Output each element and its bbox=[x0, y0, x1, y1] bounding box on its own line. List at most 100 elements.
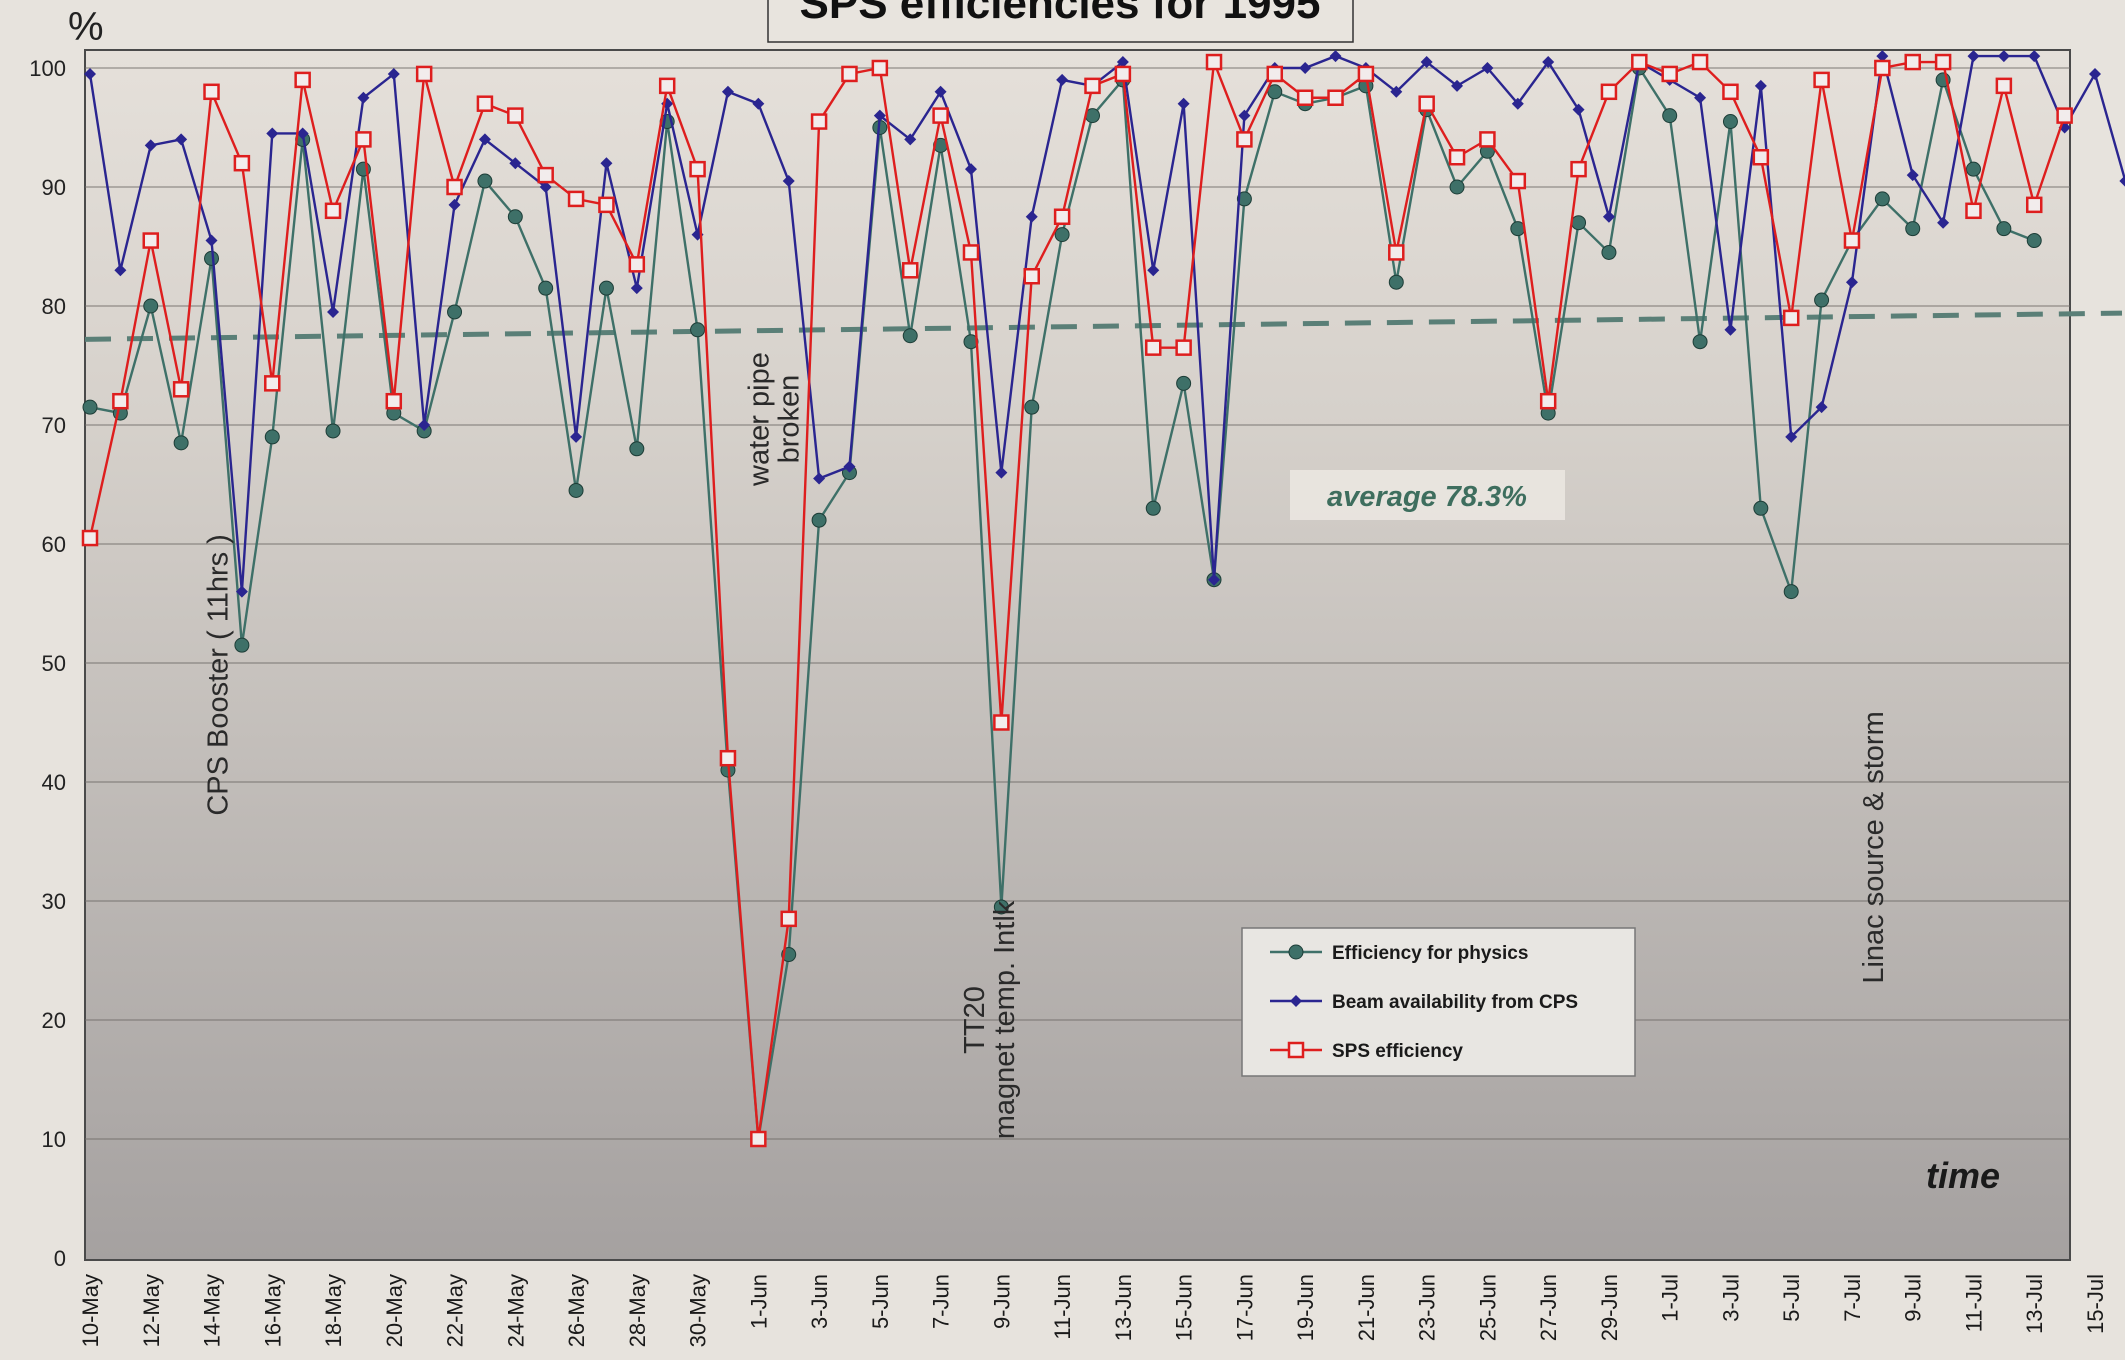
annotation: TT20magnet temp. Intlk bbox=[959, 900, 1021, 1139]
x-tick-label: 3-Jul bbox=[1718, 1274, 1743, 1322]
data-point bbox=[1176, 375, 1192, 391]
x-tick-label: 28-May bbox=[625, 1274, 650, 1347]
x-tick-label: 23-Jun bbox=[1415, 1274, 1440, 1341]
data-point bbox=[1813, 71, 1830, 89]
y-tick-label: 80 bbox=[42, 294, 66, 319]
data-point bbox=[780, 910, 797, 928]
x-tick-label: 15-Jun bbox=[1172, 1274, 1197, 1341]
data-point bbox=[1904, 53, 1921, 71]
data-point bbox=[2026, 233, 2042, 249]
data-point bbox=[1147, 264, 1160, 277]
data-point bbox=[1571, 215, 1587, 231]
data-point bbox=[1753, 500, 1769, 516]
y-tick-label: 30 bbox=[42, 889, 66, 914]
x-tick-label: 9-Jul bbox=[1901, 1274, 1926, 1322]
annotation-line: water pipe bbox=[744, 352, 776, 487]
legend: Efficiency for physics Beam availability … bbox=[1241, 927, 1636, 1077]
data-point bbox=[507, 107, 524, 124]
x-tick-label: 1-Jun bbox=[746, 1274, 771, 1329]
annotations: CPS Booster ( 11hrs ) water pipebroken TT2… bbox=[203, 352, 1891, 1139]
data-point bbox=[1782, 309, 1800, 327]
data-point bbox=[235, 585, 248, 598]
data-point bbox=[934, 85, 947, 98]
data-point bbox=[932, 107, 949, 124]
x-tick-label: 16-May bbox=[260, 1274, 285, 1347]
data-point bbox=[1205, 53, 1223, 71]
y-tick-label: 10 bbox=[42, 1127, 66, 1152]
data-point bbox=[964, 163, 977, 176]
data-point bbox=[266, 127, 279, 140]
x-tick-label: 18-May bbox=[321, 1274, 346, 1347]
data-point bbox=[1691, 53, 1709, 71]
y-tick-label: 0 bbox=[54, 1246, 66, 1271]
data-point bbox=[1722, 114, 1738, 130]
data-point bbox=[477, 173, 493, 189]
data-point bbox=[1288, 944, 1304, 960]
data-point bbox=[1388, 274, 1404, 290]
data-point bbox=[1997, 50, 2010, 63]
data-point bbox=[1509, 172, 1527, 190]
data-point bbox=[1420, 56, 1433, 69]
data-point bbox=[600, 157, 613, 170]
x-tick-label: 20-May bbox=[382, 1274, 407, 1347]
data-point bbox=[1208, 573, 1221, 586]
data-point bbox=[1024, 399, 1040, 415]
data-point bbox=[1177, 97, 1190, 110]
data-point bbox=[1056, 73, 1069, 86]
data-point bbox=[143, 298, 159, 314]
data-point bbox=[385, 392, 403, 410]
data-point bbox=[537, 166, 554, 184]
data-point bbox=[628, 256, 646, 273]
annotation: Linac source & storm bbox=[1858, 711, 1890, 983]
x-tick-label: 13-Jun bbox=[1111, 1274, 1136, 1341]
data-point bbox=[114, 264, 127, 277]
data-point bbox=[294, 71, 311, 89]
data-point bbox=[1967, 50, 1980, 63]
data-point bbox=[1481, 62, 1494, 74]
data-point bbox=[1602, 210, 1615, 223]
legend-label: Beam availability from CPS bbox=[1332, 992, 1578, 1013]
data-point bbox=[1874, 59, 1891, 77]
annotation-line: Linac source & storm bbox=[1858, 711, 1890, 983]
data-point bbox=[1539, 392, 1557, 410]
data-point bbox=[478, 133, 491, 146]
data-point bbox=[1843, 232, 1861, 249]
data-point bbox=[658, 77, 676, 95]
data-point bbox=[782, 175, 795, 188]
data-point bbox=[1025, 210, 1038, 223]
data-point bbox=[1661, 65, 1678, 83]
data-point bbox=[1694, 91, 1707, 104]
data-point bbox=[1815, 401, 1828, 414]
annotation-line: magnet temp. Intlk bbox=[989, 900, 1021, 1139]
x-tick-label: 7-Jul bbox=[1840, 1274, 1865, 1322]
data-point bbox=[81, 529, 99, 547]
y-tick-label: 60 bbox=[42, 532, 66, 557]
x-tick-label: 30-May bbox=[686, 1274, 711, 1347]
x-tick-label: 7-Jun bbox=[929, 1274, 954, 1329]
data-point bbox=[144, 139, 157, 152]
data-point bbox=[327, 305, 340, 318]
x-tick-label: 17-Jun bbox=[1232, 1274, 1257, 1341]
annotation-line: CPS Booster ( 11hrs ) bbox=[203, 534, 235, 816]
data-point bbox=[1290, 995, 1302, 1007]
data-point bbox=[446, 178, 463, 196]
data-point bbox=[1570, 160, 1587, 178]
data-point bbox=[1845, 276, 1858, 289]
data-point bbox=[1299, 62, 1312, 74]
data-point bbox=[1934, 53, 1952, 71]
data-point bbox=[1511, 97, 1524, 110]
y-tick-label: 90 bbox=[42, 175, 66, 200]
gridlines bbox=[85, 67, 2070, 1140]
data-point bbox=[630, 282, 643, 295]
series-line bbox=[88, 54, 2125, 592]
data-point bbox=[234, 637, 250, 653]
y-tick-label: 40 bbox=[42, 770, 66, 795]
data-point bbox=[1390, 85, 1403, 98]
x-tick-label: 14-May bbox=[200, 1274, 225, 1347]
data-point bbox=[538, 280, 554, 296]
average-label: average 78.3% bbox=[1327, 481, 1527, 513]
data-point bbox=[721, 85, 734, 98]
data-point bbox=[476, 95, 494, 112]
data-point bbox=[1996, 221, 2012, 237]
data-point bbox=[1175, 339, 1192, 356]
